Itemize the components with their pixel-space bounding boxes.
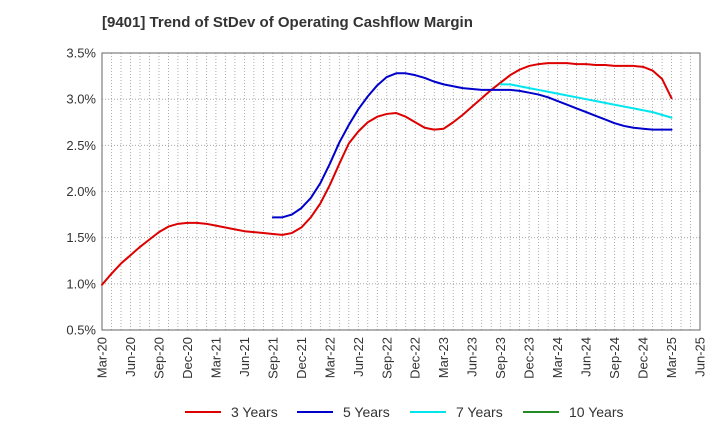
x-tick-label: Jun-23 xyxy=(465,337,480,377)
series-line-1 xyxy=(101,62,673,286)
x-tick-label: Jun-25 xyxy=(693,337,708,377)
legend-item-10-years: 10 Years xyxy=(523,404,624,420)
axes: 0.5% 1.0% 1.5% 2.0% 2.5% 3.0% 3.5% Mar-20 Jun-20… xyxy=(66,46,707,379)
x-tick-label: Sep-24 xyxy=(607,337,622,379)
series-lines xyxy=(101,62,673,286)
x-tick-label: Mar-23 xyxy=(436,337,451,378)
legend-item-7-years: 7 Years xyxy=(410,404,503,420)
x-tick-label: Mar-20 xyxy=(95,337,110,378)
legend-label-3-years: 3 Years xyxy=(231,404,278,420)
y-tick-label: 0.5% xyxy=(66,323,96,338)
x-tick-label: Sep-23 xyxy=(493,337,508,379)
legend-swatch-7-years xyxy=(410,411,446,413)
y-tick-label: 1.5% xyxy=(66,230,96,245)
legend-swatch-3-years xyxy=(185,411,221,413)
x-tick-label: Sep-20 xyxy=(151,337,166,379)
x-tick-label: Dec-23 xyxy=(522,337,537,379)
legend: 3 Years 5 Years 7 Years 10 Years xyxy=(0,404,720,426)
plot-background xyxy=(102,53,700,330)
x-tick-label: Mar-25 xyxy=(664,337,679,378)
x-tick-label: Sep-22 xyxy=(379,337,394,379)
y-tick-label: 3.0% xyxy=(66,92,96,107)
chart-title: [9401] Trend of StDev of Operating Cashf… xyxy=(102,14,473,31)
series-line-3 xyxy=(499,83,673,119)
legend-label-10-years: 10 Years xyxy=(569,404,624,420)
legend-item-5-years: 5 Years xyxy=(297,404,390,420)
legend-item-3-years: 3 Years xyxy=(185,404,278,420)
x-tick-label: Mar-24 xyxy=(550,337,565,378)
y-tick-label: 3.5% xyxy=(66,46,96,61)
x-tick-label: Jun-22 xyxy=(351,337,366,377)
x-tick-label: Dec-24 xyxy=(636,337,651,379)
x-tick-label: Dec-22 xyxy=(408,337,423,379)
legend-swatch-5-years xyxy=(297,411,333,413)
grid xyxy=(101,52,701,331)
legend-swatch-10-years xyxy=(523,411,559,413)
x-tick-label: Sep-21 xyxy=(265,337,280,379)
x-tick-label: Dec-21 xyxy=(294,337,309,379)
x-tick-label: Jun-21 xyxy=(237,337,252,377)
legend-label-5-years: 5 Years xyxy=(343,404,390,420)
y-tick-label: 1.0% xyxy=(66,276,96,291)
x-tick-label: Jun-20 xyxy=(123,337,138,377)
x-tick-label: Jun-24 xyxy=(579,337,594,377)
y-tick-label: 2.0% xyxy=(66,184,96,199)
x-tick-label: Mar-22 xyxy=(322,337,337,378)
x-tick-label: Dec-20 xyxy=(180,337,195,379)
legend-label-7-years: 7 Years xyxy=(456,404,503,420)
series-line-2 xyxy=(271,72,673,219)
plot-border xyxy=(101,52,701,331)
x-tick-label: Mar-21 xyxy=(208,337,223,378)
y-tick-label: 2.5% xyxy=(66,138,96,153)
